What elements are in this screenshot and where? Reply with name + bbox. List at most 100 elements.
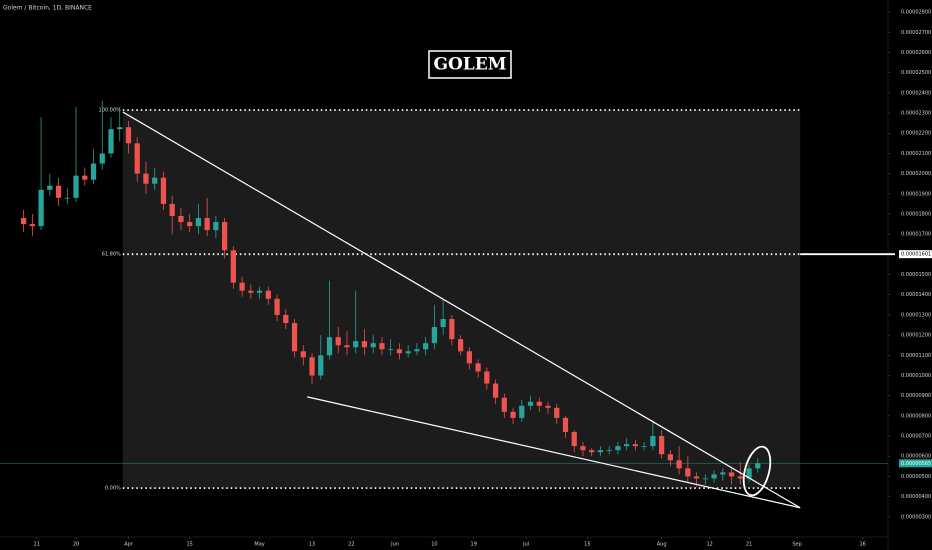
candle-body bbox=[431, 327, 438, 344]
candle-body bbox=[239, 282, 245, 291]
candle-body bbox=[55, 185, 62, 198]
fib-label: 100.00% bbox=[99, 108, 121, 114]
y-tick-label: 0.00000500 bbox=[901, 474, 931, 480]
y-tick-label: 0.00002500 bbox=[901, 70, 931, 76]
x-tick-label: 20 bbox=[73, 542, 79, 548]
x-tick-label: May bbox=[254, 542, 264, 548]
price-tag-label: 0.00001601 bbox=[901, 252, 931, 258]
candle-body bbox=[667, 454, 673, 461]
candle-body bbox=[64, 197, 70, 199]
candle-body bbox=[326, 337, 333, 356]
candle-body bbox=[423, 343, 429, 350]
trendline bbox=[307, 396, 801, 509]
candle-body bbox=[204, 218, 210, 231]
candle-body bbox=[737, 476, 743, 479]
candle-body bbox=[152, 177, 158, 184]
y-tick-label: 0.00002600 bbox=[901, 50, 931, 56]
candle-body bbox=[440, 318, 446, 328]
candle-body bbox=[309, 357, 315, 376]
candle-body bbox=[519, 405, 525, 418]
x-tick-label: 15 bbox=[186, 542, 192, 548]
candle-body bbox=[676, 460, 682, 469]
candle-body bbox=[571, 432, 577, 447]
candle-body bbox=[693, 476, 700, 479]
y-tick-label: 0.00001100 bbox=[901, 353, 931, 359]
candle-body bbox=[414, 349, 420, 352]
candle-body bbox=[283, 314, 289, 324]
candle-body bbox=[38, 189, 44, 227]
candle-body bbox=[659, 436, 665, 455]
candle-body bbox=[501, 397, 507, 412]
candle-body bbox=[484, 371, 490, 384]
badge: GOLEM bbox=[433, 55, 506, 75]
x-tick-label: 22 bbox=[348, 542, 354, 548]
candle-body bbox=[47, 185, 53, 190]
candle-body bbox=[449, 318, 455, 340]
candle-body bbox=[370, 343, 376, 348]
y-tick-label: 0.00000400 bbox=[901, 494, 931, 500]
candle-body bbox=[256, 290, 263, 293]
candle-body bbox=[702, 478, 708, 480]
candle-body bbox=[117, 127, 123, 130]
candle-body bbox=[597, 450, 604, 453]
candle-body bbox=[589, 450, 595, 453]
y-tick-label: 0.00001400 bbox=[901, 292, 931, 298]
candle-body bbox=[29, 224, 35, 227]
y-tick-label: 0.00001000 bbox=[901, 373, 931, 379]
x-tick-label: 10 bbox=[431, 542, 437, 548]
x-tick-label: Jun bbox=[390, 542, 399, 548]
x-tick-label: Jul bbox=[522, 542, 529, 548]
trendline bbox=[122, 111, 801, 509]
candle-body bbox=[108, 129, 114, 154]
candle-body bbox=[641, 446, 647, 447]
candle-body bbox=[475, 363, 481, 372]
y-tick-label: 0.00001900 bbox=[901, 191, 931, 197]
y-tick-label: 0.00002400 bbox=[901, 90, 931, 96]
fib-zone bbox=[122, 110, 801, 489]
candle-body bbox=[361, 341, 368, 348]
candle-body bbox=[545, 405, 551, 408]
candle-body bbox=[606, 450, 612, 451]
y-tick-label: 0.00002300 bbox=[901, 111, 931, 117]
badge-box bbox=[428, 50, 512, 79]
y-tick-label: 0.00001200 bbox=[901, 333, 931, 339]
candle-body bbox=[554, 407, 560, 418]
x-tick-label: Aug bbox=[657, 542, 667, 548]
candle-body bbox=[650, 436, 656, 447]
candle-body bbox=[388, 349, 394, 351]
candle-body bbox=[300, 351, 306, 358]
candle-body bbox=[492, 383, 499, 398]
candle-body bbox=[134, 143, 140, 174]
candle-body bbox=[405, 351, 411, 354]
y-tick-label: 0.00002700 bbox=[901, 30, 931, 36]
candle-body bbox=[125, 127, 132, 144]
y-tick-label: 0.00001500 bbox=[901, 272, 931, 278]
candle-body bbox=[510, 411, 516, 418]
candle-body bbox=[624, 444, 630, 447]
y-tick-label: 0.00000300 bbox=[901, 514, 931, 520]
x-tick-label: 19 bbox=[471, 542, 477, 548]
fib-label: 0.00% bbox=[105, 486, 121, 492]
y-tick-label: 0.00002000 bbox=[901, 171, 931, 177]
y-tick-label: 0.00001300 bbox=[901, 312, 931, 318]
candle-body bbox=[685, 468, 691, 477]
price-tag bbox=[899, 459, 932, 468]
y-tick-label: 0.00002200 bbox=[901, 131, 931, 137]
candle-body bbox=[265, 290, 271, 299]
price-tag bbox=[899, 250, 932, 259]
candle-body bbox=[213, 222, 219, 231]
candle-body bbox=[160, 177, 167, 204]
chart-title: Golem / Bitcoin, 1D, BINANCE bbox=[3, 5, 92, 12]
y-tick-label: 0.00000600 bbox=[901, 454, 931, 460]
candle-body bbox=[527, 401, 534, 406]
candle-body bbox=[248, 290, 254, 293]
candle-body bbox=[632, 444, 639, 447]
candle-body bbox=[353, 341, 359, 348]
candle-body bbox=[466, 351, 472, 364]
candle-body bbox=[73, 175, 79, 198]
x-tick-label: 21 bbox=[746, 542, 752, 548]
y-tick-label: 0.00000700 bbox=[901, 434, 931, 440]
candle-body bbox=[222, 222, 228, 251]
